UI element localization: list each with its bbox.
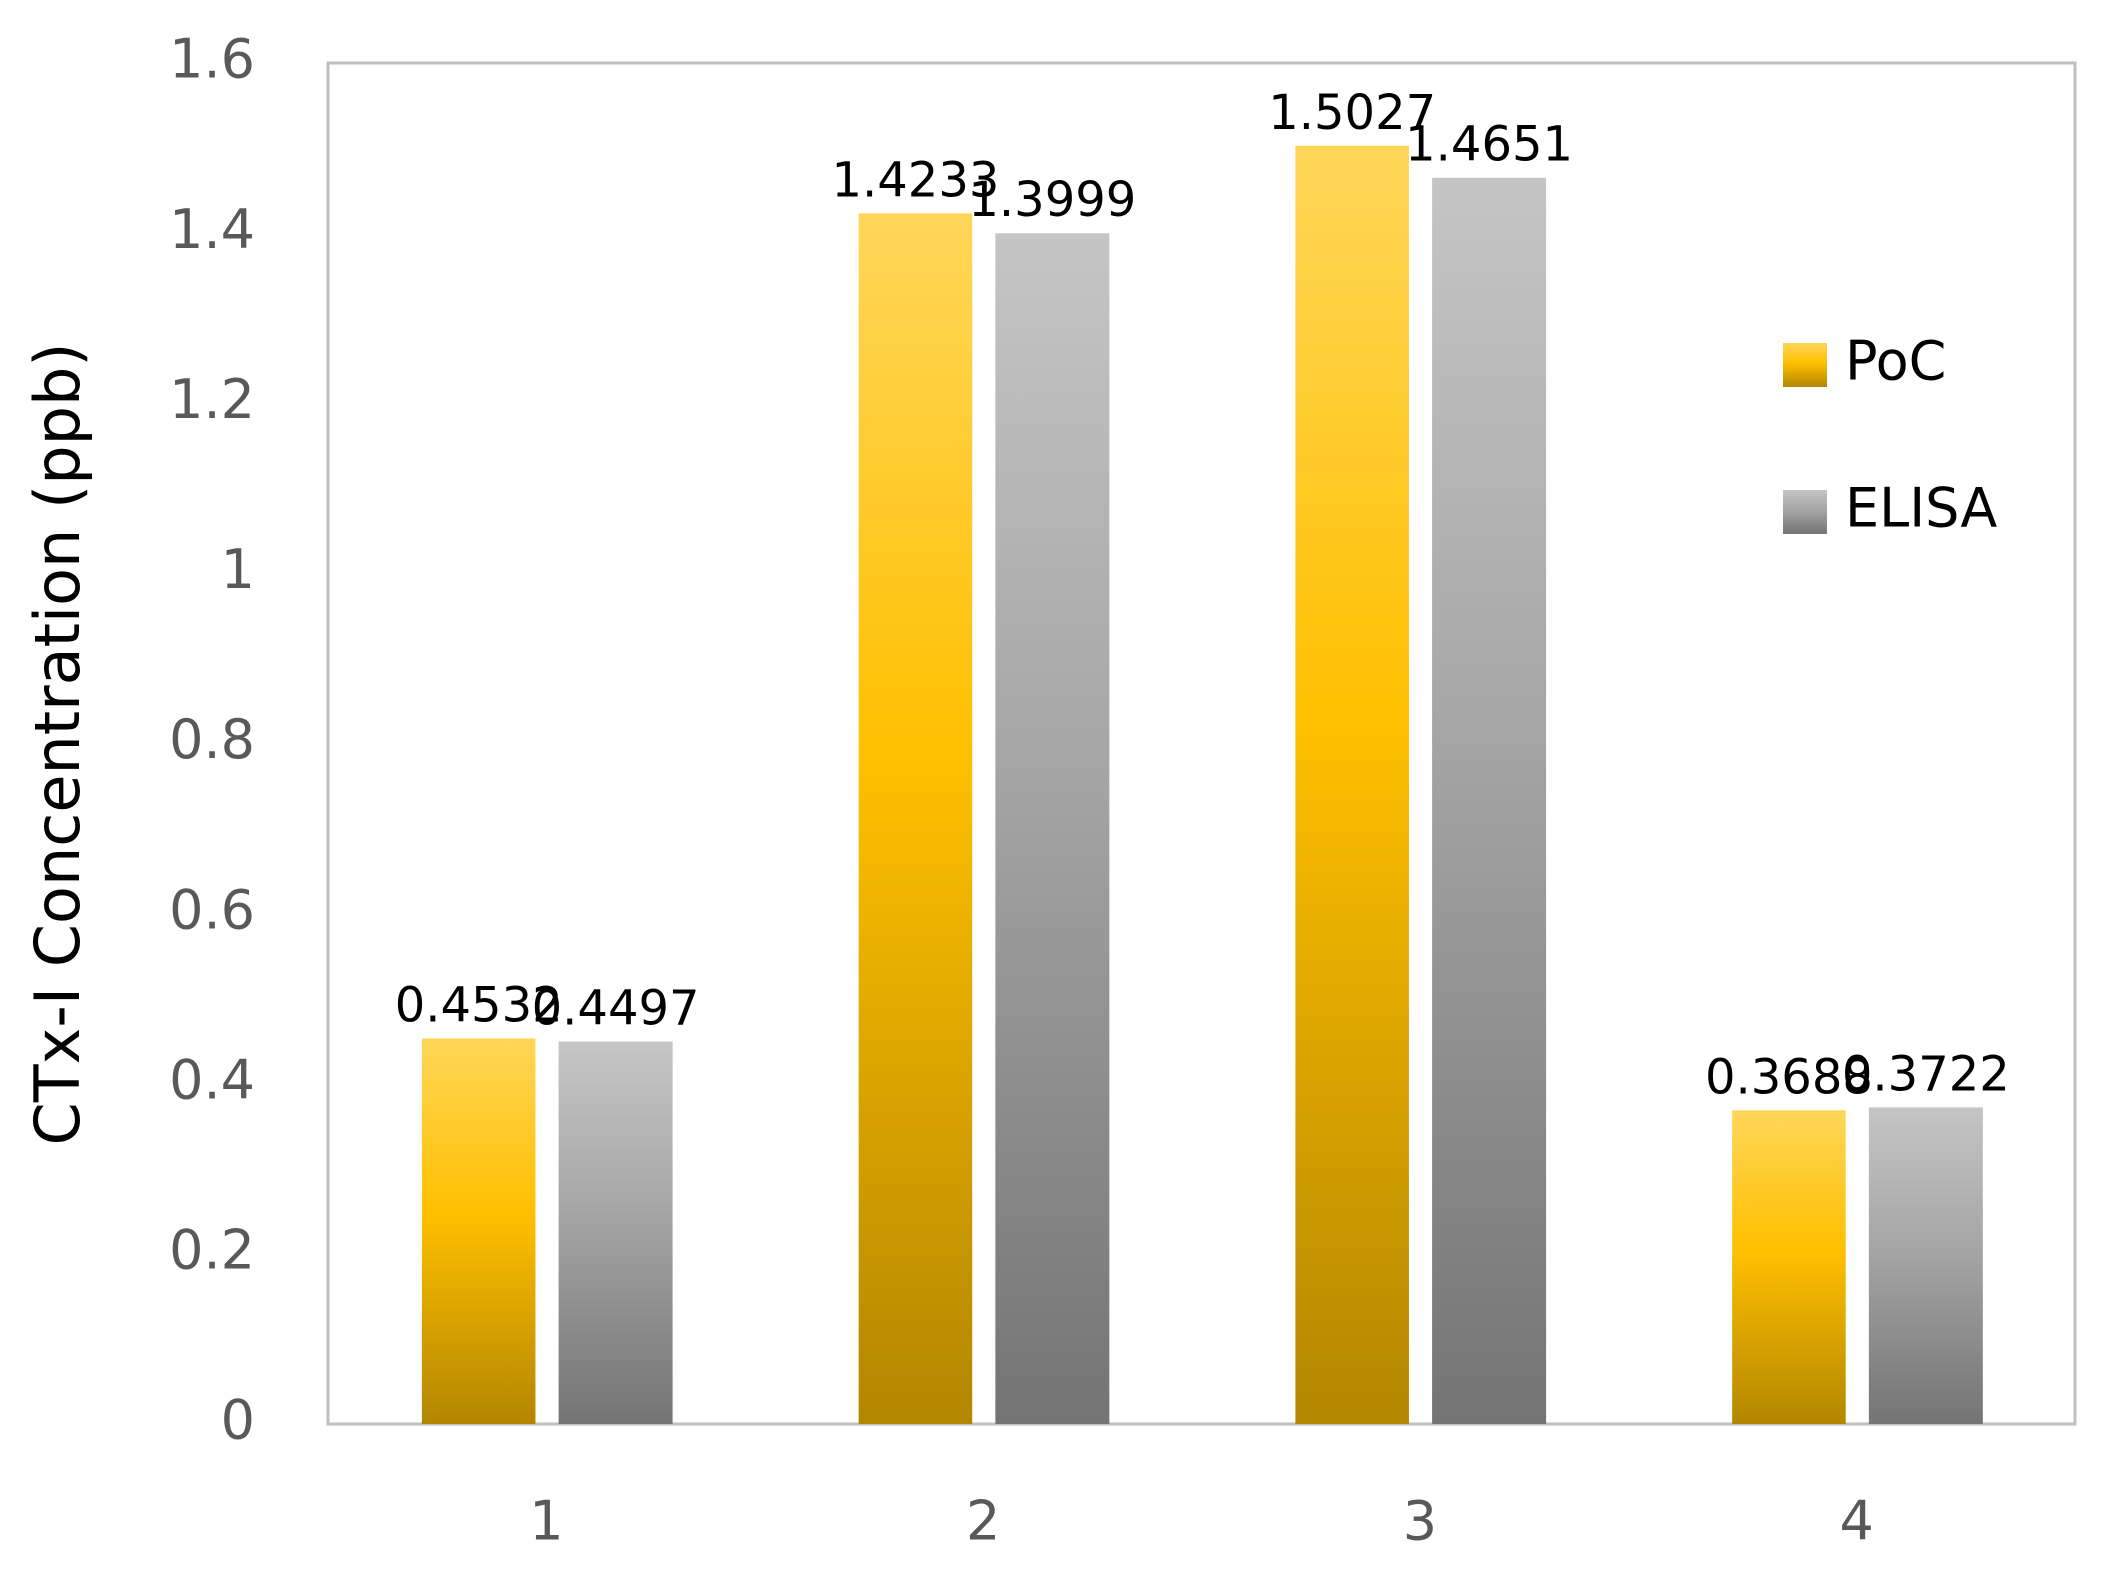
- value-label: 1.4651: [1405, 117, 1573, 173]
- y-tick-label: 1: [221, 538, 255, 601]
- y-tick-label: 0: [221, 1389, 255, 1452]
- bar: [558, 1041, 673, 1424]
- bar: [1732, 1110, 1846, 1424]
- legend-label: PoC: [1845, 330, 1946, 393]
- x-tick-label: 2: [966, 1490, 1000, 1553]
- y-tick-label: 0.8: [169, 708, 255, 771]
- value-label: 1.4233: [831, 152, 999, 208]
- value-label: 0.3688: [1705, 1049, 1873, 1105]
- x-tick-label: 4: [1839, 1490, 1873, 1553]
- bar: [1868, 1107, 1983, 1424]
- bar: [421, 1038, 536, 1424]
- bar: [1295, 145, 1409, 1424]
- value-label: 0.3722: [1842, 1046, 2010, 1102]
- bar: [995, 233, 1110, 1424]
- y-tick-label: 0.2: [169, 1219, 255, 1282]
- legend-swatch: [1783, 490, 1827, 534]
- bar: [1432, 177, 1547, 1425]
- y-tick-label: 1.4: [169, 198, 255, 261]
- value-label: 0.4532: [395, 977, 563, 1033]
- value-label: 1.5027: [1268, 85, 1436, 141]
- legend-swatch: [1783, 343, 1827, 387]
- y-tick-label: 0.6: [169, 878, 255, 941]
- y-tick-label: 1.6: [169, 28, 255, 91]
- y-tick-label: 1.2: [169, 368, 255, 431]
- x-tick-label: 3: [1403, 1490, 1437, 1553]
- legend-label: ELISA: [1845, 477, 1997, 540]
- x-tick-label: 1: [529, 1490, 563, 1553]
- value-label: 1.3999: [968, 172, 1136, 228]
- bar: [858, 213, 973, 1425]
- y-tick-label: 0.4: [169, 1048, 255, 1111]
- y-axis-label: CTx-I Concentration (ppb): [21, 343, 94, 1146]
- plot-frame: [326, 61, 2077, 1426]
- value-label: 0.4497: [532, 980, 700, 1036]
